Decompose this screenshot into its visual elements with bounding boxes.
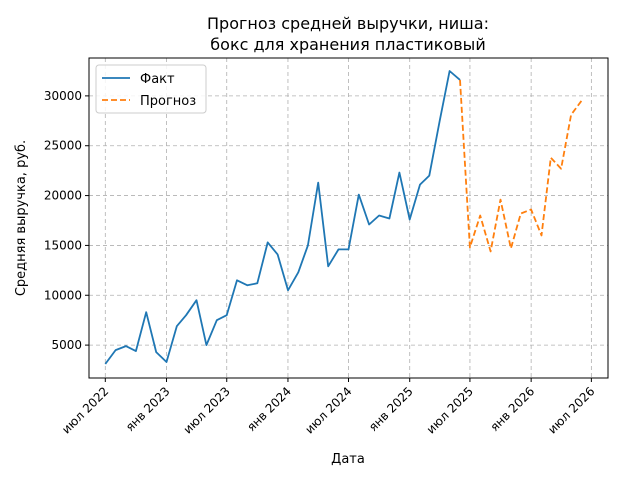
- y-tick-label: 20000: [44, 189, 82, 203]
- y-tick-label: 30000: [44, 89, 82, 103]
- legend-label: Факт: [140, 72, 175, 87]
- y-axis: 5000 10000 15000 20000 25000 30000: [44, 89, 89, 352]
- chart-title-line-1: Прогноз средней выручки, ниша:: [207, 14, 489, 33]
- y-tick-label: 15000: [44, 238, 82, 252]
- legend-box: [95, 64, 207, 114]
- y-tick-label: 25000: [44, 139, 82, 153]
- x-axis-label: Дата: [331, 452, 365, 467]
- series-line-actual: [104, 70, 461, 365]
- grid: [89, 58, 608, 378]
- chart-title-line-2: бокс для хранения пластиковый: [210, 35, 485, 54]
- series-layer: [104, 70, 583, 365]
- y-axis-label: Средняя выручка, руб.: [14, 140, 29, 296]
- y-tick-label: 5000: [51, 338, 82, 352]
- legend: Факт Прогноз: [95, 64, 207, 114]
- legend-label: Прогноз: [140, 94, 196, 109]
- series-line-forecast: [459, 79, 583, 253]
- y-tick-label: 10000: [44, 288, 82, 302]
